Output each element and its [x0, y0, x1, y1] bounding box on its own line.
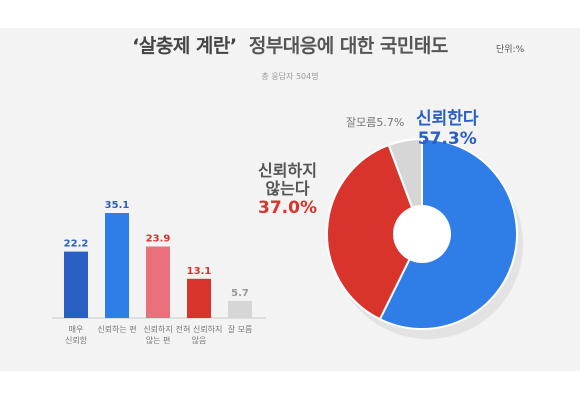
trust-label: 신뢰한다 — [416, 109, 479, 129]
bar-value-3: 13.1 — [187, 266, 212, 277]
title-rest: 정부대응에 대한 국민태도 — [248, 35, 449, 57]
distrust-callout: 신뢰하지 않는다 37.0% — [258, 161, 317, 218]
unknown-label: 잘모름 — [346, 116, 377, 129]
bar-3 — [187, 278, 211, 318]
bar-category-1: 신뢰하는 편 — [97, 324, 136, 334]
bar-category-2: 신뢰하지 않는 편 — [143, 324, 172, 345]
distrust-label-2: 않는다 — [265, 179, 310, 199]
trust-callout: 신뢰한다 57.3% — [416, 109, 479, 149]
bar-value-4: 5.7 — [231, 288, 249, 299]
sample-size: 총 응답자 504명 — [261, 72, 319, 81]
bar-0 — [64, 251, 88, 318]
chart-title: ‘살충제 계란’ 정부대응에 대한 국민태도 — [0, 31, 580, 58]
title-quote: ‘살충제 계란’ — [132, 35, 237, 57]
bar-4 — [228, 300, 252, 318]
distrust-label-1: 신뢰하지 — [258, 161, 317, 180]
unknown-callout: 잘모름5.7% — [346, 116, 405, 130]
bar-2 — [146, 246, 170, 318]
bar-value-1: 35.1 — [105, 200, 130, 211]
bar-value-2: 23.9 — [146, 234, 171, 245]
bar-category-3: 전혀 신뢰하지 않음 — [176, 324, 223, 345]
unknown-value: 5.7% — [376, 116, 405, 129]
donut-slice-0 — [378, 137, 518, 330]
unit-label: 단위:% — [496, 45, 525, 55]
bar-value-0: 22.2 — [64, 239, 89, 250]
bar-category-0: 매우 신뢰함 — [65, 325, 88, 345]
distrust-value: 37.0% — [258, 197, 317, 218]
bar-1 — [105, 213, 129, 318]
bar-category-4: 잘 모름 — [228, 325, 253, 334]
trust-value: 57.3% — [417, 128, 477, 149]
donut-hole — [394, 206, 450, 262]
